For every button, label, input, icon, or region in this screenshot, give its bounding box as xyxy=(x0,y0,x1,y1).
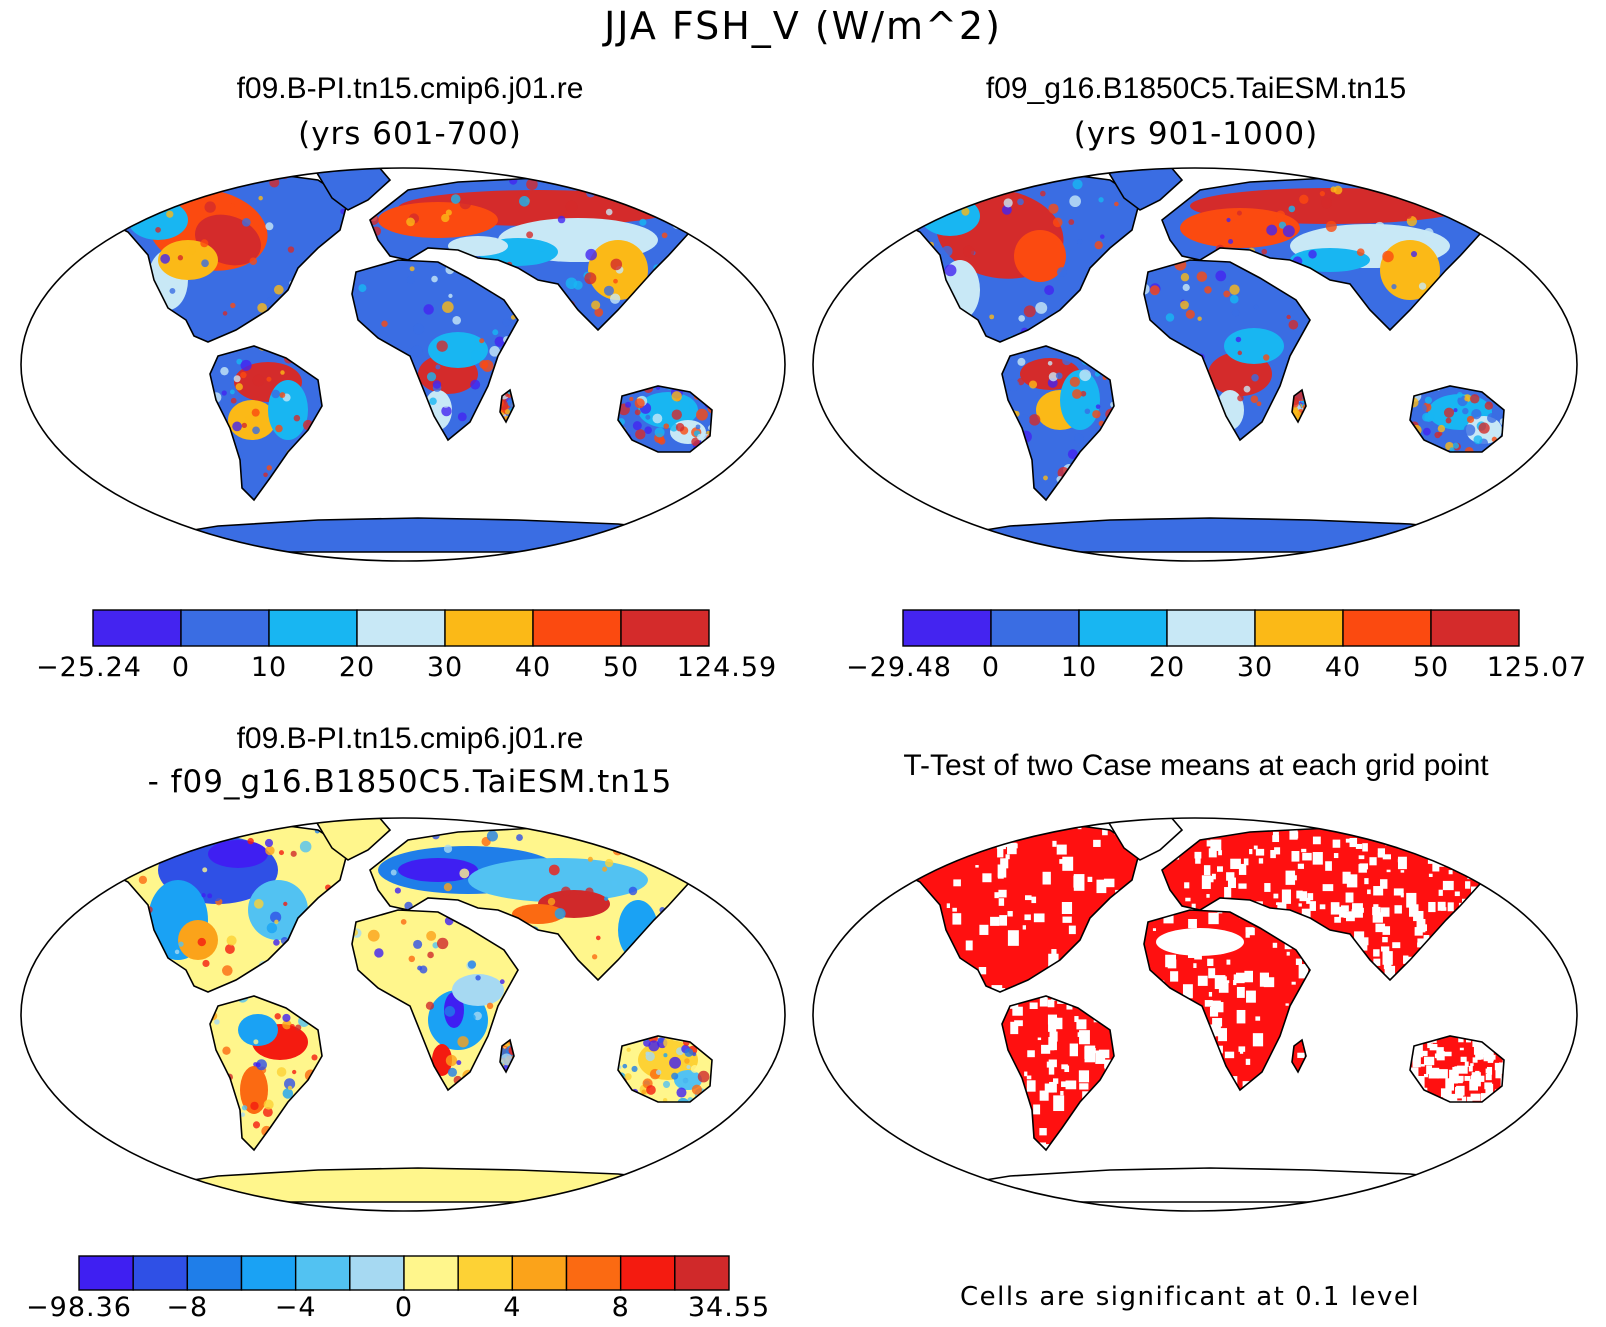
colorbar-swatch xyxy=(674,1255,730,1291)
colorbar-tick-label: 40 xyxy=(514,652,552,683)
panel-4-title: T-Test of two Case means at each grid po… xyxy=(903,749,1489,782)
colorbar-swatch xyxy=(403,1255,459,1291)
colorbar-tick-label: 10 xyxy=(250,652,288,683)
colorbar-swatch xyxy=(511,1255,568,1291)
panel-1-map xyxy=(20,167,786,562)
significance-note: Cells are significant at 0.1 level xyxy=(960,1282,1421,1312)
colorbar-tick-label: 10 xyxy=(1060,652,1098,683)
colorbar-tick-label: 0 xyxy=(394,1292,414,1323)
colorbar-swatch xyxy=(619,1255,676,1291)
colorbar-tick-label: −98.36 xyxy=(26,1292,132,1323)
panel-2-subtitle: (yrs 901-1000) xyxy=(1073,116,1319,152)
figure-title: JJA FSH_V (W/m^2) xyxy=(604,4,1002,48)
colorbar-tick-label: −25.24 xyxy=(36,652,142,683)
colorbar-tick-label: 40 xyxy=(1324,652,1362,683)
colorbar-swatch xyxy=(132,1255,189,1291)
colorbar-tick-label: −8 xyxy=(166,1292,209,1323)
panel-1-colorbar xyxy=(92,609,710,647)
colorbar-swatch xyxy=(1342,609,1432,647)
colorbar-swatch xyxy=(349,1255,405,1291)
colorbar-tick-label: −29.48 xyxy=(846,652,952,683)
colorbar-swatch xyxy=(240,1255,297,1291)
colorbar-tick-label: 125.07 xyxy=(1486,652,1588,683)
panel-1-title: f09.B-PI.tn15.cmip6.j01.re xyxy=(236,72,584,105)
colorbar-tick-label: 30 xyxy=(426,652,464,683)
colorbar-swatch xyxy=(990,609,1080,647)
panel-2-map xyxy=(812,167,1578,562)
panel-1-subtitle: (yrs 601-700) xyxy=(298,116,522,152)
colorbar-tick-label: 50 xyxy=(602,652,640,683)
colorbar-tick-label: 50 xyxy=(1412,652,1450,683)
panel-3-subtitle: - f09_g16.B1850C5.TaiESM.tn15 xyxy=(147,764,673,800)
colorbar-swatch xyxy=(1166,609,1256,647)
colorbar-tick-label: 20 xyxy=(338,652,376,683)
colorbar-tick-label: −4 xyxy=(274,1292,317,1323)
colorbar-swatch xyxy=(902,609,992,647)
colorbar-tick-label: 34.55 xyxy=(687,1292,771,1323)
colorbar-swatch xyxy=(565,1255,622,1291)
panel-3-title: f09.B-PI.tn15.cmip6.j01.re xyxy=(236,722,584,755)
colorbar-tick-label: 0 xyxy=(981,652,1001,683)
panel-3-map xyxy=(20,817,786,1212)
colorbar-swatch xyxy=(78,1255,134,1291)
colorbar-swatch xyxy=(180,609,270,647)
colorbar-swatch xyxy=(444,609,534,647)
colorbar-tick-label: 124.59 xyxy=(676,652,778,683)
panel-4-map xyxy=(812,817,1578,1212)
colorbar-swatch xyxy=(532,609,622,647)
colorbar-swatch xyxy=(92,609,182,647)
colorbar-tick-label: 0 xyxy=(171,652,191,683)
colorbar-swatch xyxy=(294,1255,351,1291)
colorbar-swatch xyxy=(457,1255,514,1291)
colorbar-swatch xyxy=(356,609,446,647)
colorbar-swatch xyxy=(1254,609,1344,647)
panel-2-colorbar xyxy=(902,609,1520,647)
colorbar-tick-label: 30 xyxy=(1236,652,1274,683)
colorbar-swatch xyxy=(1078,609,1168,647)
colorbar-tick-label: 8 xyxy=(611,1292,630,1323)
colorbar-swatch xyxy=(186,1255,243,1291)
panel-2-title: f09_g16.B1850C5.TaiESM.tn15 xyxy=(985,72,1407,105)
colorbar-swatch xyxy=(620,609,710,647)
panel-1-colorbar-labels: −25.24 0 10 20 30 40 50 124.59 xyxy=(36,652,776,688)
colorbar-swatch xyxy=(1430,609,1520,647)
panel-3-colorbar xyxy=(78,1255,730,1291)
colorbar-tick-label: 20 xyxy=(1148,652,1186,683)
colorbar-swatch xyxy=(268,609,358,647)
panel-3-colorbar-labels: −98.36 −8 −4 0 4 8 34.55 xyxy=(26,1292,769,1326)
colorbar-tick-label: 4 xyxy=(503,1292,522,1323)
panel-2-colorbar-labels: −29.48 0 10 20 30 40 50 125.07 xyxy=(846,652,1586,688)
